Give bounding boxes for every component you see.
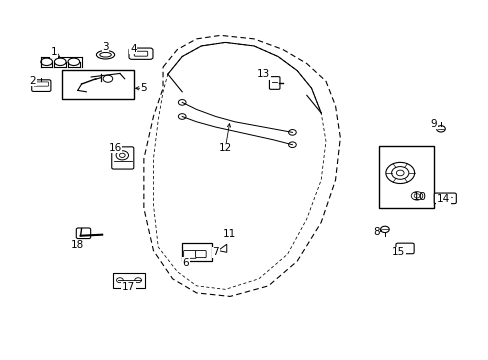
FancyBboxPatch shape: [76, 228, 90, 239]
Circle shape: [178, 100, 185, 105]
FancyBboxPatch shape: [195, 251, 206, 258]
Text: 5: 5: [140, 83, 147, 93]
FancyBboxPatch shape: [183, 251, 196, 258]
Circle shape: [380, 226, 388, 233]
Circle shape: [410, 192, 422, 200]
Text: 3: 3: [102, 42, 109, 51]
Text: 1: 1: [51, 47, 58, 57]
Text: 15: 15: [391, 247, 405, 257]
FancyBboxPatch shape: [182, 243, 211, 261]
Text: 14: 14: [436, 194, 449, 204]
Text: 12: 12: [218, 143, 231, 153]
Text: 9: 9: [429, 118, 436, 129]
Circle shape: [116, 151, 128, 160]
Ellipse shape: [96, 50, 114, 59]
FancyBboxPatch shape: [112, 147, 134, 169]
Circle shape: [135, 278, 141, 283]
Circle shape: [119, 153, 125, 157]
FancyBboxPatch shape: [32, 80, 51, 91]
Circle shape: [391, 167, 408, 179]
Text: 6: 6: [183, 258, 189, 268]
Polygon shape: [218, 244, 226, 252]
Circle shape: [103, 75, 112, 82]
Text: 2: 2: [29, 76, 36, 86]
Circle shape: [116, 278, 123, 283]
Ellipse shape: [68, 58, 80, 66]
Text: 18: 18: [71, 240, 84, 250]
Text: 7: 7: [212, 247, 219, 257]
Circle shape: [436, 126, 445, 132]
FancyBboxPatch shape: [129, 48, 153, 59]
Text: 16: 16: [108, 143, 122, 153]
Text: 4: 4: [130, 44, 136, 54]
FancyBboxPatch shape: [34, 82, 48, 86]
FancyBboxPatch shape: [112, 273, 145, 288]
Text: 17: 17: [122, 282, 135, 292]
FancyBboxPatch shape: [433, 193, 455, 204]
Text: 8: 8: [372, 227, 379, 237]
Ellipse shape: [100, 53, 111, 57]
Text: 11: 11: [222, 229, 235, 239]
FancyBboxPatch shape: [269, 77, 280, 89]
Circle shape: [178, 114, 185, 119]
Circle shape: [385, 162, 414, 184]
Text: 13: 13: [257, 69, 270, 79]
Circle shape: [413, 194, 419, 198]
Circle shape: [288, 142, 296, 148]
Circle shape: [288, 130, 296, 135]
FancyBboxPatch shape: [378, 147, 433, 208]
Ellipse shape: [54, 58, 66, 66]
Circle shape: [396, 170, 403, 176]
Ellipse shape: [41, 58, 52, 66]
FancyBboxPatch shape: [134, 51, 147, 56]
FancyBboxPatch shape: [395, 243, 413, 254]
Text: 10: 10: [412, 192, 426, 202]
FancyBboxPatch shape: [62, 70, 134, 99]
